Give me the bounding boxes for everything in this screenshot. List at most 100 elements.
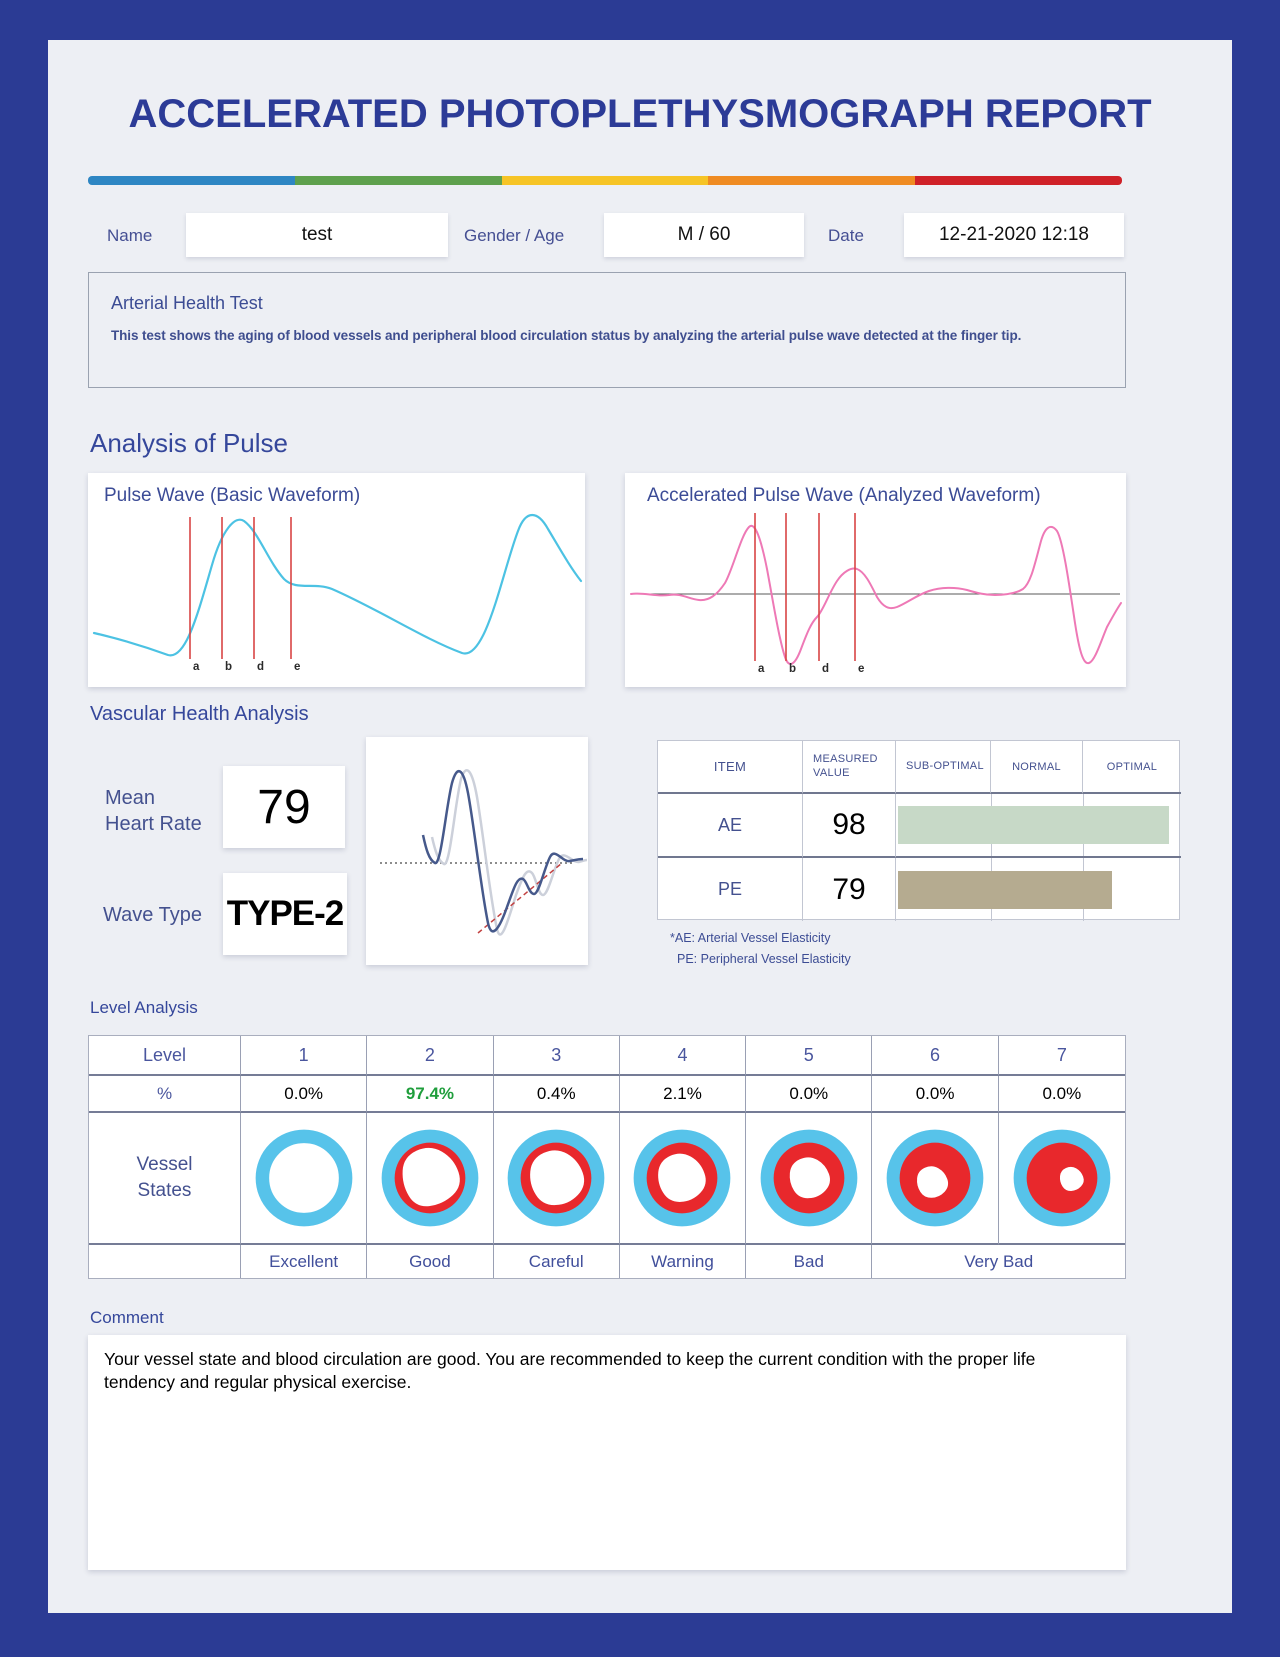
arterial-health-test-description: This test shows the aging of blood vesse…	[111, 328, 1022, 343]
level-7: 7	[998, 1036, 1125, 1076]
percent-1: 0.0%	[241, 1076, 368, 1113]
marker-label-d: d	[822, 663, 829, 675]
vessel-state-icon-2	[367, 1113, 494, 1245]
state-label-bad: Bad	[746, 1245, 873, 1278]
gender-age-label: Gender / Age	[464, 226, 565, 245]
name-input[interactable]: test	[186, 213, 448, 257]
row-pe-value: 79	[803, 858, 896, 921]
percent-6: 0.0%	[872, 1076, 999, 1113]
analyzed-wave	[421, 770, 584, 933]
echo-wave	[430, 769, 588, 936]
percent-7: 0.0%	[998, 1076, 1125, 1113]
level-analysis-heading: Level Analysis	[90, 998, 198, 1017]
marker-label-b: b	[789, 663, 796, 675]
basic-wave-panel: a b d e Pulse Wave (Basic Waveform)	[88, 473, 585, 687]
rainbow-segment	[88, 176, 295, 185]
comment-box: Your vessel state and blood circulation …	[88, 1335, 1126, 1570]
vessel-circle-svg	[886, 1129, 984, 1227]
elasticity-footnotes: *AE: Arterial Vessel Elasticity PE: Peri…	[670, 928, 851, 970]
vessel-state-icon-5	[746, 1113, 873, 1245]
level-2: 2	[367, 1036, 494, 1076]
elasticity-table: ITEM MEASURED VALUE SUB-OPTIMAL NORMAL O…	[657, 740, 1181, 921]
vessel-circle-svg	[634, 1129, 731, 1227]
arterial-health-test-card: Arterial Health Test This test shows the…	[88, 272, 1126, 388]
level-6: 6	[872, 1036, 999, 1076]
vessel-circle-svg	[760, 1129, 858, 1227]
rainbow-segment	[708, 176, 916, 185]
row-pe-range	[896, 858, 1181, 921]
page-title: ACCELERATED PHOTOPLETHYSMOGRAPH REPORT	[128, 92, 1152, 136]
percent-5: 0.0%	[746, 1076, 873, 1113]
state-label-empty	[89, 1245, 241, 1278]
row-pe-item: PE	[658, 858, 803, 921]
vessel-states-label: Vessel States	[89, 1113, 241, 1245]
percent-2: 97.4%	[367, 1076, 494, 1113]
marker-label-a: a	[758, 663, 765, 675]
comment-heading: Comment	[90, 1308, 164, 1327]
level-row-label: Level	[89, 1036, 241, 1076]
vessel-state-icon-4	[619, 1113, 747, 1245]
level-5: 5	[746, 1036, 873, 1076]
mean-heart-rate-value: 79	[223, 766, 345, 848]
vessel-state-icon-6	[872, 1113, 999, 1245]
name-label: Name	[107, 226, 153, 245]
trend-dashed-line	[477, 862, 563, 934]
wave-type-value: TYPE-2	[223, 873, 347, 955]
row-ae-value: 98	[803, 794, 896, 858]
analysis-of-pulse-heading: Analysis of Pulse	[90, 428, 288, 458]
marker-label-e: e	[294, 661, 300, 673]
basic-wave-title: Pulse Wave (Basic Waveform)	[104, 485, 361, 506]
vessel-circle-svg	[507, 1129, 605, 1227]
percent-4: 2.1%	[619, 1076, 747, 1113]
analyzed-wave-chart	[380, 769, 588, 936]
marker-label-a: a	[193, 661, 200, 673]
percent-3: 0.4%	[493, 1076, 620, 1113]
col-header-measured-value: MEASURED VALUE	[803, 741, 896, 794]
accelerated-wave-panel: a b d e Accelerated Pulse Wave (Analyzed Wa…	[625, 473, 1126, 687]
range-headers: SUB-OPTIMAL NORMAL OPTIMAL	[896, 741, 1181, 794]
level-1: 1	[241, 1036, 368, 1076]
level-3: 3	[493, 1036, 620, 1076]
state-label-warning: Warning	[620, 1245, 747, 1278]
rainbow-segment	[294, 176, 502, 185]
footnote-pe: PE: Peripheral Vessel Elasticity	[677, 952, 851, 966]
mean-heart-rate-label: Mean Heart Rate	[105, 787, 202, 835]
row-ae-item: AE	[658, 794, 803, 858]
pe-range-bar	[898, 870, 1112, 909]
date-input[interactable]: 12-21-2020 12:18	[904, 213, 1124, 257]
percent-row-label: %	[89, 1076, 241, 1113]
marker-label-b: b	[225, 661, 232, 673]
state-label-careful: Careful	[494, 1245, 620, 1278]
gender-age-input[interactable]: M / 60	[604, 213, 804, 257]
state-label-very-bad: Very Bad	[964, 1251, 1034, 1271]
accelerated-wave-title: Accelerated Pulse Wave (Analyzed Wavefor…	[647, 485, 1041, 506]
comment-text: Your vessel state and blood circulation …	[104, 1349, 1036, 1392]
vessel-state-icon-7	[998, 1113, 1125, 1245]
marker-label-d: d	[257, 661, 264, 673]
vessel-state-icon-1	[241, 1113, 368, 1245]
rainbow-segment	[915, 176, 1122, 185]
vessel-state-icon-3	[493, 1113, 620, 1245]
col-header-item: ITEM	[658, 741, 803, 794]
analyzed-wave-panel	[366, 737, 588, 965]
marker-label-e: e	[858, 663, 864, 675]
report-page: ACCELERATED PHOTOPLETHYSMOGRAPH REPORT N…	[48, 40, 1232, 1613]
level-table: Level 1 2 3 4 5 6 7 % 0.0% 97.4% 0.4% 2.…	[88, 1035, 1126, 1279]
row-ae-range	[896, 794, 1181, 858]
vessel-circle-svg	[255, 1129, 353, 1227]
col-header-sub-optimal: SUB-OPTIMAL	[896, 741, 991, 794]
vascular-health-heading: Vascular Health Analysis	[90, 703, 309, 725]
state-label-excellent: Excellent	[241, 1245, 368, 1278]
date-label: Date	[828, 226, 864, 245]
rainbow-segment	[501, 176, 709, 185]
vessel-circle-svg	[1013, 1129, 1111, 1227]
state-label-good: Good	[367, 1245, 494, 1278]
arterial-health-test-title: Arterial Health Test	[111, 293, 263, 313]
col-header-optimal: OPTIMAL	[1083, 741, 1181, 794]
footnote-ae: *AE: Arterial Vessel Elasticity	[670, 931, 831, 945]
wave-type-label: Wave Type	[103, 904, 202, 926]
ae-range-bar	[898, 806, 1169, 844]
